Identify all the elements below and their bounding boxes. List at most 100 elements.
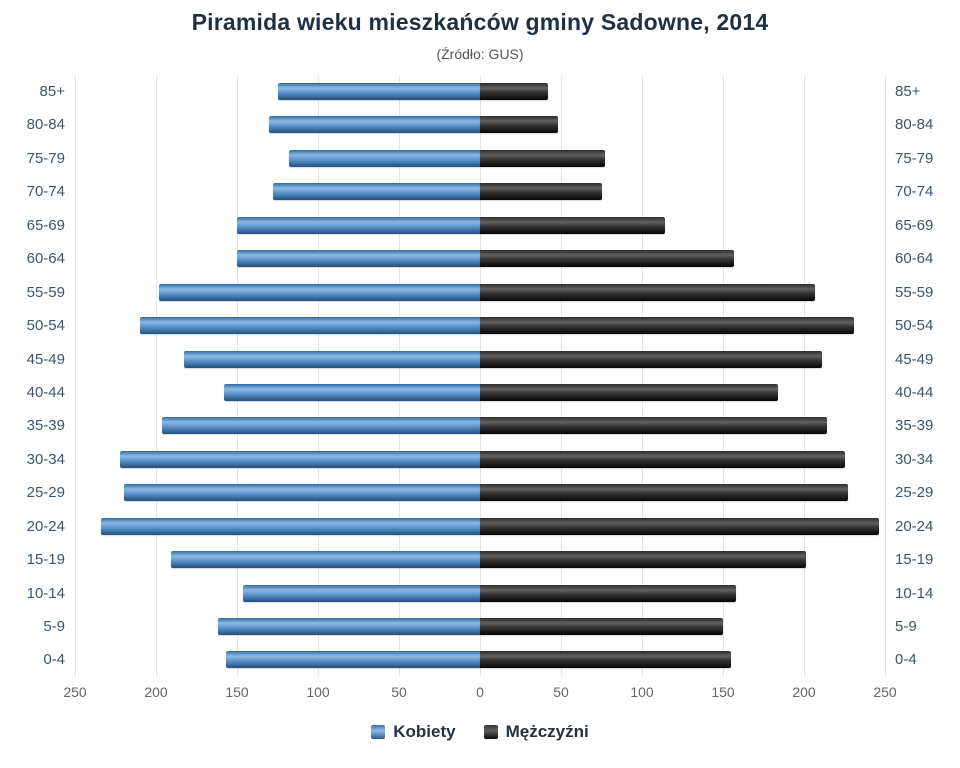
plot-area — [75, 75, 885, 677]
y-axis-label: 30-34 — [26, 450, 65, 468]
y-axis-label: 45-49 — [895, 350, 934, 368]
x-tick-label: 200 — [792, 684, 816, 700]
pyramid-row — [75, 510, 885, 543]
pyramid-row — [75, 276, 885, 309]
kobiety-bar — [224, 383, 480, 401]
kobiety-bar — [183, 350, 480, 368]
mezczyzni-bar — [480, 250, 735, 268]
y-axis-label: 25-29 — [895, 484, 934, 502]
y-axis-label: 55-59 — [895, 283, 934, 301]
mezczyzni-bar — [480, 517, 879, 535]
gridline — [318, 75, 319, 677]
y-axis-label: 50-54 — [26, 317, 65, 335]
y-axis-label: 80-84 — [26, 116, 65, 134]
mezczyzni-bar — [480, 83, 549, 100]
mezczyzni-bar — [480, 417, 827, 435]
y-axis-label: 85+ — [895, 83, 921, 100]
mezczyzni-bar — [480, 350, 822, 368]
legend-label: Mężczyźni — [505, 722, 589, 741]
gridline — [75, 75, 76, 677]
kobiety-bar — [272, 183, 480, 201]
pyramid-row — [75, 643, 885, 676]
kobiety-bar — [217, 618, 480, 635]
pyramid-row — [75, 409, 885, 442]
y-axis-label: 45-49 — [26, 350, 65, 368]
pyramid-row — [75, 209, 885, 242]
mezczyzni-bar — [480, 116, 558, 134]
kobiety-bar — [237, 216, 480, 234]
y-axis-label: 30-34 — [895, 450, 934, 468]
y-axis-label: 55-59 — [26, 283, 65, 301]
kobiety-bar — [162, 417, 480, 435]
mezczyzni-bar — [480, 618, 723, 635]
kobiety-bar — [170, 551, 480, 569]
y-axis-label: 65-69 — [895, 216, 934, 234]
y-axis-label: 0-4 — [43, 651, 65, 669]
gridline — [156, 75, 157, 677]
y-axis-label: 60-64 — [26, 250, 65, 268]
y-axis-label: 65-69 — [26, 216, 65, 234]
mezczyzni-bar — [480, 317, 855, 335]
x-tick-label: 100 — [630, 684, 654, 700]
x-tick-label: 0 — [476, 684, 484, 700]
y-axis-label: 15-19 — [26, 551, 65, 569]
gridline — [804, 75, 805, 677]
gridline — [480, 75, 481, 677]
pyramid-row — [75, 610, 885, 643]
y-axis-label: 10-14 — [895, 584, 934, 602]
kobiety-bar — [159, 283, 480, 301]
pyramid-row — [75, 543, 885, 576]
legend-item-kobiety[interactable]: Kobiety — [371, 722, 456, 742]
y-axis-label: 0-4 — [895, 651, 917, 669]
y-axis-label: 70-74 — [895, 183, 934, 201]
x-tick-label: 250 — [63, 684, 87, 700]
mezczyzni-bar — [480, 551, 806, 569]
y-axis-label: 80-84 — [895, 116, 934, 134]
x-tick-label: 100 — [306, 684, 330, 700]
legend-label: Kobiety — [393, 722, 456, 741]
gridline — [885, 75, 886, 677]
chart-title: Piramida wieku mieszkańców gminy Sadowne… — [191, 9, 769, 35]
y-axis-label: 25-29 — [26, 484, 65, 502]
kobiety-bar — [139, 317, 480, 335]
x-tick-label: 200 — [144, 684, 168, 700]
pyramid-row — [75, 175, 885, 208]
kobiety-bar — [123, 484, 480, 502]
pyramid-row — [75, 142, 885, 175]
y-axis-label: 15-19 — [895, 551, 934, 569]
y-axis-label: 20-24 — [895, 517, 934, 535]
pyramid-row — [75, 75, 885, 108]
gridline — [237, 75, 238, 677]
y-axis-label: 20-24 — [26, 517, 65, 535]
legend-swatch — [483, 725, 498, 739]
x-tick-label: 50 — [553, 684, 569, 700]
gridline — [561, 75, 562, 677]
mezczyzni-bar — [480, 450, 845, 468]
kobiety-bar — [225, 651, 480, 669]
gridline — [723, 75, 724, 677]
mezczyzni-bar — [480, 484, 848, 502]
pyramid-row — [75, 376, 885, 409]
y-axis-label: 40-44 — [26, 383, 65, 401]
kobiety-bar — [243, 584, 480, 602]
mezczyzni-bar — [480, 651, 732, 669]
y-axis-label: 35-39 — [26, 417, 65, 435]
legend-item-mezczyzni[interactable]: Mężczyźni — [483, 722, 589, 742]
mezczyzni-bar — [480, 149, 605, 167]
mezczyzni-bar — [480, 383, 779, 401]
y-axis-label: 75-79 — [26, 149, 65, 167]
y-axis-label: 75-79 — [895, 149, 934, 167]
gridline — [399, 75, 400, 677]
pyramid-row — [75, 343, 885, 376]
mezczyzni-bar — [480, 183, 602, 201]
kobiety-bar — [277, 83, 480, 100]
gridline — [642, 75, 643, 677]
y-axis-label: 5-9 — [43, 618, 65, 635]
gridlines-layer — [75, 75, 886, 677]
pyramid-row — [75, 242, 885, 275]
y-axis-label: 40-44 — [895, 383, 934, 401]
pyramid-row — [75, 108, 885, 141]
kobiety-bar — [237, 250, 480, 268]
y-axis-labels-left: 85+ 80-84 75-79 70-74 65-69 60-64 55-59 50-54 45… — [0, 75, 65, 677]
